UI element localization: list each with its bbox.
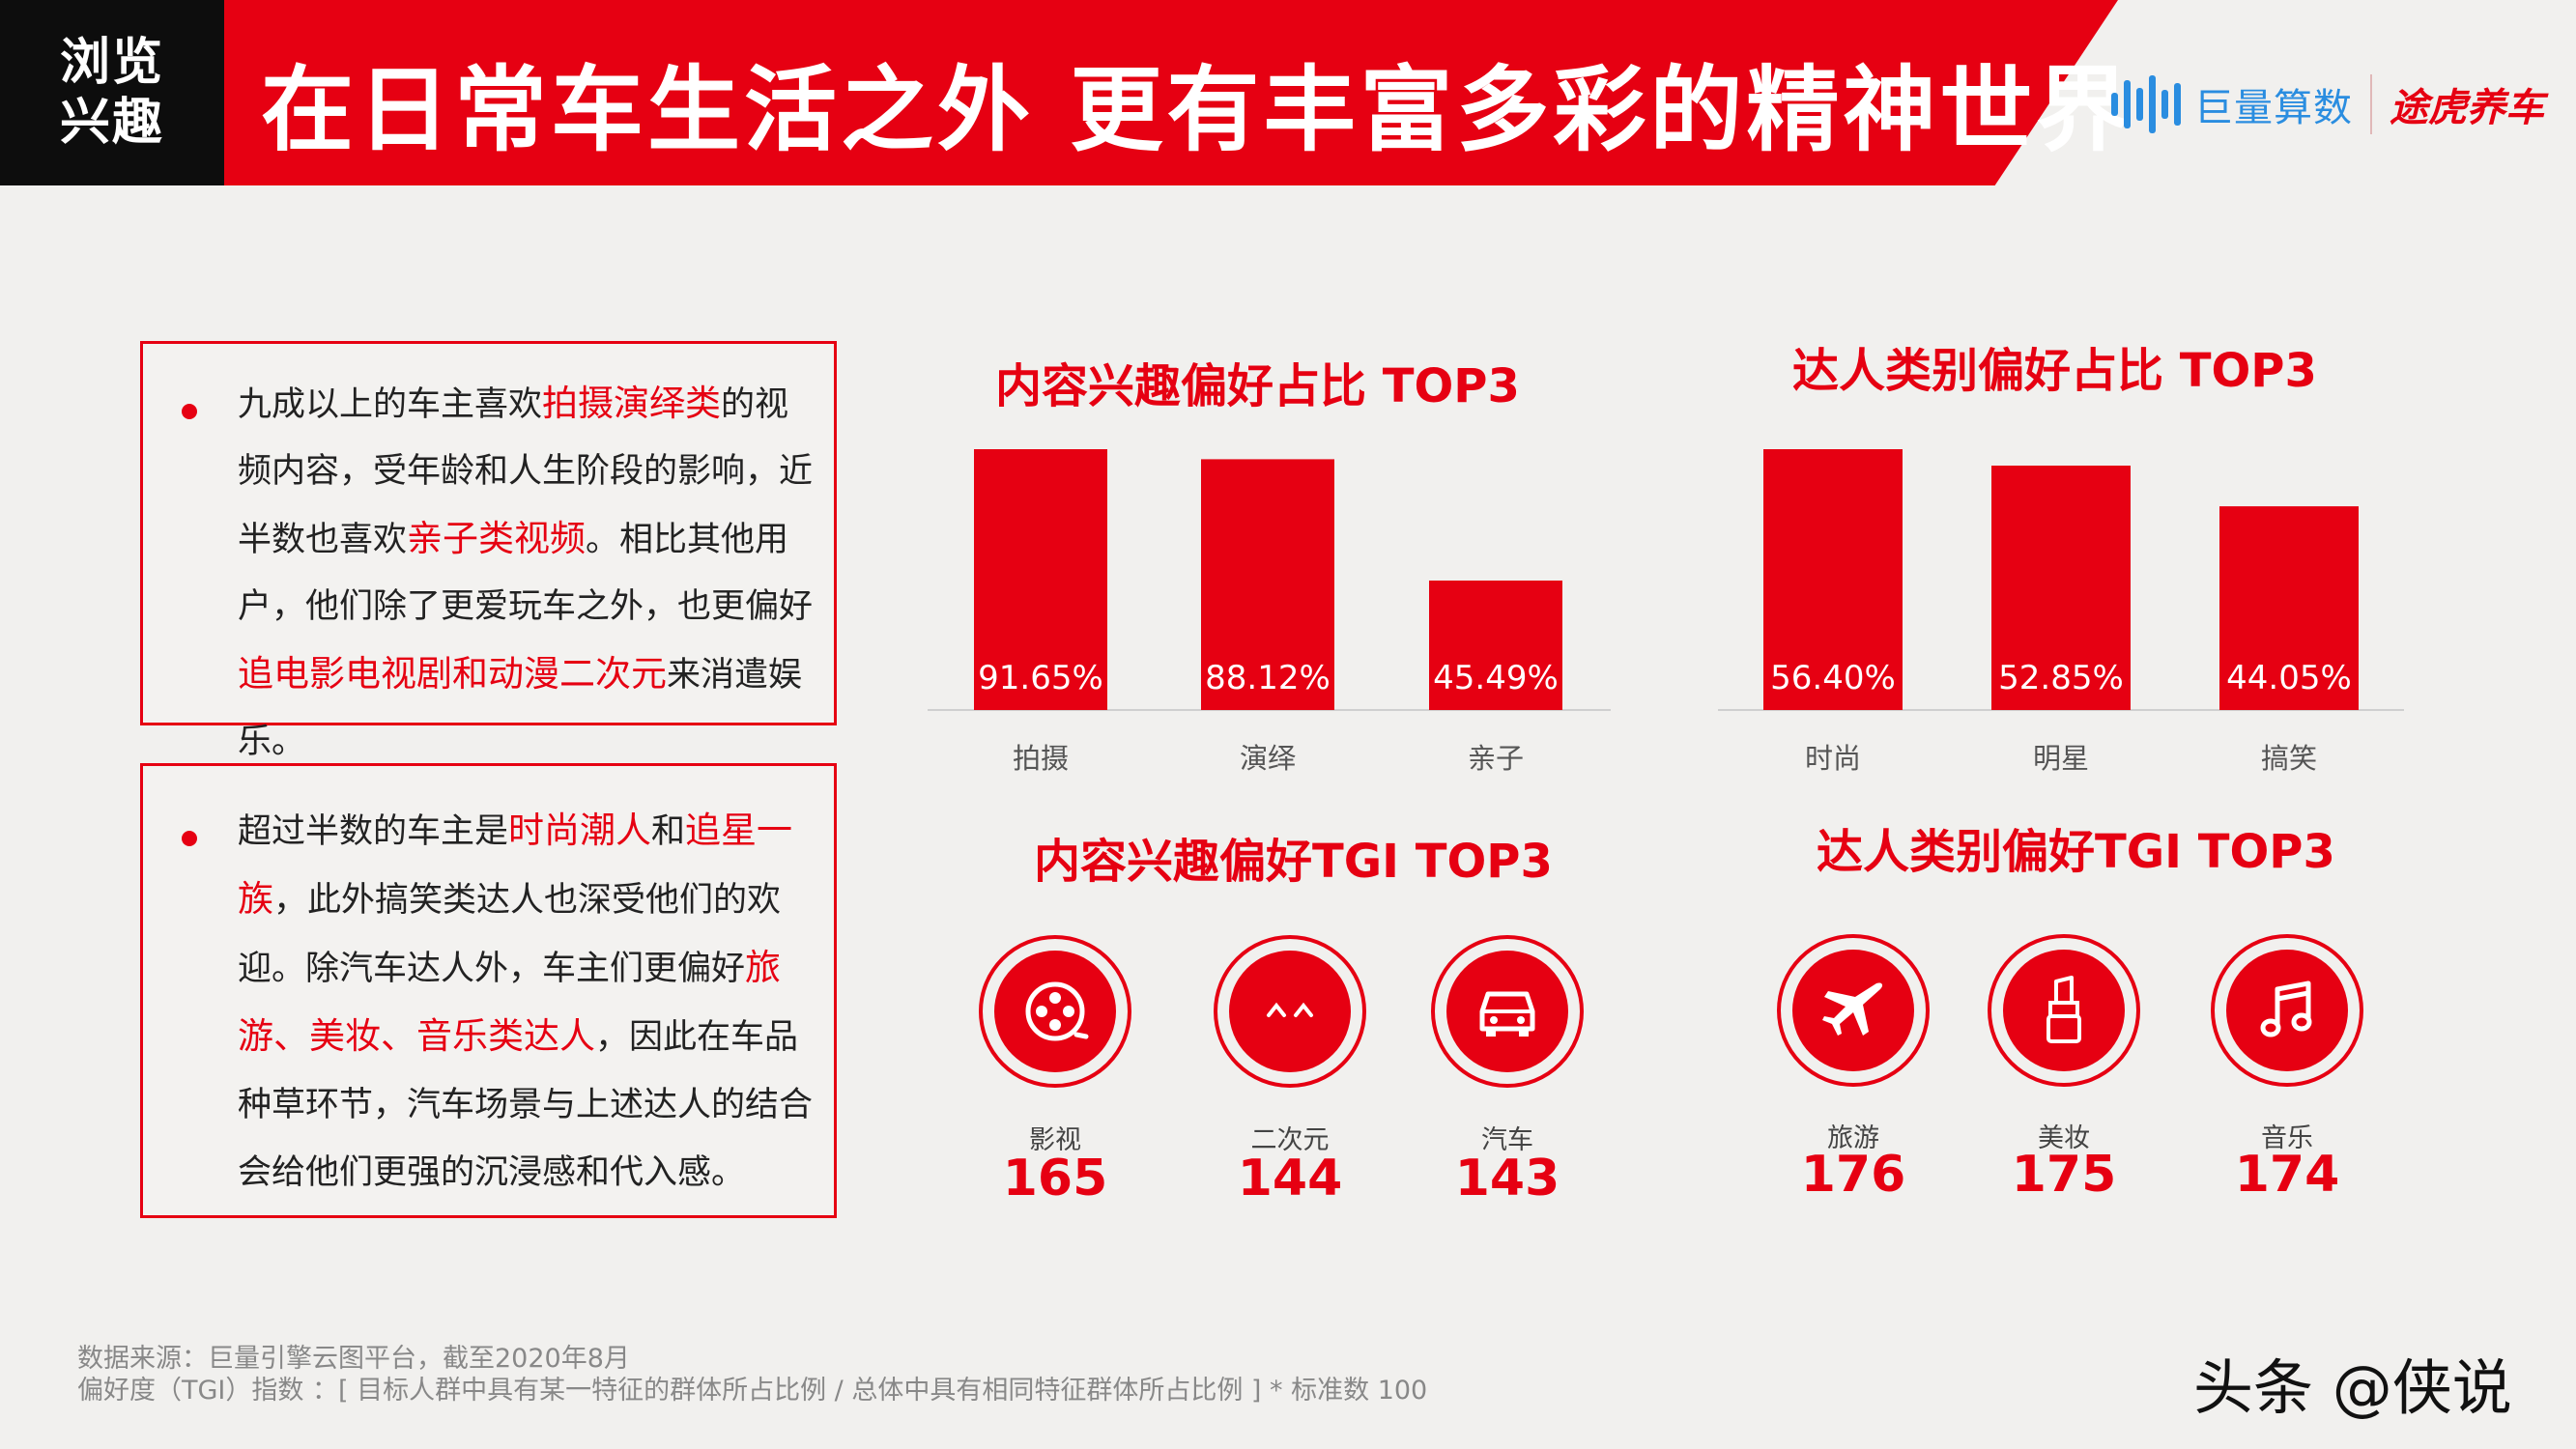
body-text: 和 [651,812,686,851]
bullet-dot [182,831,197,846]
music-note-icon [2226,950,2348,1071]
bar [2219,506,2359,710]
bullet-dot [182,404,197,419]
header-banner [224,0,2118,185]
section-tag-line1: 浏览 [59,34,164,92]
source-line-2: 偏好度（TGI）指数 ：[ 目标人群中具有某一特征的群体所占比例 / 总体中具有… [77,1376,1428,1406]
bar-value-label: 44.05% [2226,659,2352,697]
body-text: ，因此在车品种草环节，汽车场景与上述达人的结合会给他们更强的沉浸感和代入感。 [238,1018,814,1192]
airplane-icon [1792,950,1914,1071]
tuhu-logo-text: 途虎养车 [2390,86,2544,130]
highlight-text: 旅游、美妆、音乐类达人 [238,947,782,1057]
tgi-category-label: 音乐 [2261,1123,2313,1153]
insight-box-1: 九成以上的车主喜欢拍摄演绎类的视频内容，受年龄和人生阶段的影响，近半数也喜欢亲子… [140,341,837,761]
tgi-icon-circle [1777,934,1930,1087]
body-text: 。相比其他用户，他们除了更爱玩车之外，也更偏好 [238,521,814,626]
tgi-icon-circle [1431,935,1584,1088]
highlight-text: 追电影电视剧和动漫二次元 [238,653,667,695]
tgi-value: 175 [2011,1146,2117,1204]
bar-value-label: 52.85% [1998,659,2124,697]
tgi-category-label: 二次元 [1250,1125,1330,1155]
tgi-value: 144 [1237,1150,1343,1208]
kol-share-title: 达人类别偏好占比 TOP3 [1792,344,2317,398]
tgi-value: 174 [2234,1146,2340,1204]
highlight-text: 亲子类视频 [407,518,587,559]
section-tag: 浏览 兴趣 [0,0,224,185]
insight-box-2: 超过半数的车主是时尚潮人和追星一族，此外搞笑类达人也深受他们的欢迎。除汽车达人外… [140,763,837,1218]
tgi-icon-circle [1214,935,1366,1088]
film-reel-icon [994,951,1116,1072]
tgi-icon-circle [2211,934,2363,1087]
tgi-icon-circle [1988,934,2140,1087]
tgi-category-label: 影视 [1029,1125,1081,1155]
tgi-icon-circle [979,935,1131,1088]
tgi-value: 143 [1454,1150,1560,1208]
tgi-category-label: 汽车 [1481,1125,1533,1155]
bar [1991,465,2131,710]
insight-text-2: 超过半数的车主是时尚潮人和追星一族，此外搞笑类达人也深受他们的欢迎。除汽车达人外… [238,797,816,1207]
category-label: 时尚 [1805,742,1861,775]
section-tag-line2: 兴趣 [59,94,164,152]
source-line-1: 数据来源：巨量引擎云图平台，截至2020年8月 [77,1344,630,1374]
category-label: 演绎 [1240,742,1296,775]
car-icon [1446,951,1568,1072]
lipstick-icon [2003,950,2125,1071]
juliang-logo-text: 巨量算数 [2194,86,2353,130]
category-label: 拍摄 [1013,742,1069,775]
bar [1763,449,1903,710]
category-label: 亲子 [1468,742,1524,775]
bar-value-label: 56.40% [1770,659,1896,697]
body-text: 来消遣娱乐。 [238,656,803,761]
body-text: 的视频内容，受年龄和人生阶段的影响，近半数也喜欢 [238,385,814,559]
tgi-category-label: 美妆 [2038,1123,2090,1153]
watermark: 头条 @侠说 [2193,1352,2512,1423]
logo-group: 巨量算数 途虎养车 [2111,68,2544,141]
content-share-title: 内容兴趣偏好占比 TOP3 [995,359,1520,413]
tgi-category-label: 旅游 [1827,1123,1879,1153]
bar-value-label: 91.65% [978,659,1103,697]
tgi-value: 165 [1002,1150,1108,1208]
kol-tgi-title: 达人类别偏好TGI TOP3 [1817,825,2335,879]
bar [1429,580,1562,710]
bar [974,449,1107,710]
tgi-value: 176 [1800,1146,1906,1204]
body-text: 超过半数的车主是 [238,812,509,851]
body-text: 九成以上的车主喜欢 [238,385,543,424]
bar-value-label: 45.49% [1433,659,1559,697]
highlight-text: 拍摄演绎类 [542,383,722,424]
anime-face-icon [1229,951,1351,1072]
juliang-logo-icon [2111,75,2181,133]
body-text: ，此外搞笑类达人也深受他们的欢迎。除汽车达人外，车主们更偏好 [238,881,782,988]
insight-text-1: 九成以上的车主喜欢拍摄演绎类的视频内容，受年龄和人生阶段的影响，近半数也喜欢亲子… [238,370,816,776]
content-tgi-title: 内容兴趣偏好TGI TOP3 [1034,835,1553,889]
highlight-text: 时尚潮人 [508,810,652,851]
bar-value-label: 88.12% [1205,659,1331,697]
category-label: 搞笑 [2261,742,2317,775]
category-label: 明星 [2033,742,2089,775]
data-source: 数据来源：巨量引擎云图平台，截至2020年8月 偏好度（TGI）指数 ：[ 目标… [77,1343,1427,1406]
highlight-text: 追星一族 [238,810,793,920]
bar [1201,459,1334,710]
page-title: 在日常车生活之外 更有丰富多彩的精神世界 [261,56,2133,164]
logo-divider [2370,74,2372,134]
